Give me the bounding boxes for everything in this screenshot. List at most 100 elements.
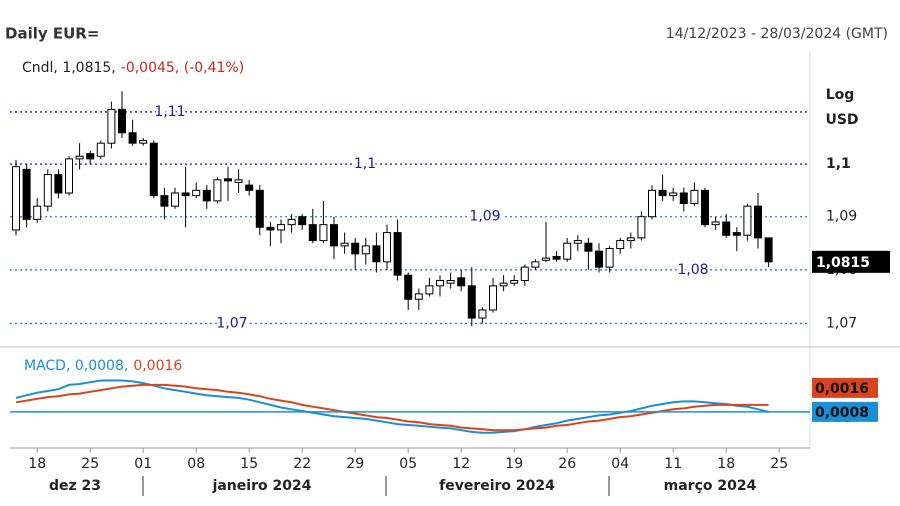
grid-label: 1,1 [354,156,376,172]
candle-body [287,218,296,226]
candle-body [648,189,656,218]
candle-body [65,158,73,194]
scale-label: Log [826,87,855,103]
candle-body [361,245,370,255]
candle-body [414,293,423,300]
month-label: janeiro 2024 [212,478,312,494]
macd-legend-signal: 0,0016 [133,358,182,374]
grid-label: 1,08 [677,262,708,278]
candle-body [160,195,169,207]
macd-tag-label: 0,0008 [815,405,869,421]
candle-body [234,179,243,183]
candle-body [33,205,42,220]
y-tick-label: 1,07 [826,315,857,331]
x-tick-label: 25 [81,456,99,472]
candle-body [436,280,444,287]
x-tick-label: 05 [399,456,417,472]
x-tick-label: 25 [770,456,788,472]
candle-body [637,216,646,239]
x-tick-label: 12 [452,456,470,472]
candle-body [478,309,487,319]
legend-change: -0,0045, (-0,41%) [121,60,244,76]
y-tick-label: 1,1 [826,156,851,172]
candle-body [128,132,137,144]
candle-body [743,205,752,236]
candle-body [616,240,625,250]
candle-body [457,277,466,287]
candle-body [690,189,699,205]
candle-body [139,140,148,144]
x-tick-label: 08 [187,456,205,472]
candle-body [202,189,211,202]
candle-body [467,285,476,319]
x-tick-label: 18 [28,456,46,472]
candle-body [510,280,519,284]
candle-body [255,189,264,228]
candle-body [658,189,667,197]
last-price-label: 1,0815 [816,255,870,271]
candle-body [22,168,31,220]
candle-body [308,224,317,242]
legend-value: Cndl, 1,0815, [22,60,116,76]
month-label: fevereiro 2024 [439,478,555,494]
macd-legend-macd: MACD, 0,0008, [24,358,128,374]
candle-body [531,261,540,268]
last-price-tag [812,250,890,273]
candle-body [404,274,413,300]
candle-body [383,232,391,263]
candle-body [595,250,603,268]
grid-label: 1,07 [216,315,247,331]
candle-body [711,221,720,226]
candle-body [446,280,455,284]
candle-body [425,285,434,295]
candle-body [605,248,614,268]
candle-body [330,224,338,247]
candle-body [701,189,709,226]
candle-body [520,266,529,282]
x-tick-label: 01 [134,456,152,472]
candle-body [224,178,232,182]
candle-body [563,242,572,260]
candle-body [245,184,254,191]
candle-body [722,221,731,236]
candle-body [277,224,285,231]
candle-body [372,245,381,263]
x-tick-label: 26 [558,456,576,472]
candle-body [732,232,741,236]
candle-body [351,242,360,255]
candle-body [489,285,497,311]
candle-body [12,166,20,231]
candle-body [584,242,593,252]
grid-label: 1,09 [469,209,500,225]
macd-tag-label: 0,0016 [815,381,869,397]
grid-label: 1,11 [154,104,185,120]
candle-body [393,232,402,276]
y-tick-label: 1,09 [826,209,857,225]
x-tick-label: 18 [717,456,735,472]
month-label: março 2024 [664,478,757,494]
candle-body [340,242,349,247]
candle-body [118,108,126,134]
x-tick-label: 04 [611,456,629,472]
candle-body [266,226,275,231]
candle-body [149,142,158,197]
macd-tag [812,377,878,398]
candle-body [573,240,582,244]
month-label: dez 23 [49,478,101,494]
x-tick-label: 22 [293,456,311,472]
candle-body [43,174,52,207]
candle-body [319,224,328,242]
candle-body [542,257,550,261]
candle-body [298,216,307,226]
candle-body [75,155,84,160]
candle-body [754,205,762,239]
y-axis-label: USD [825,112,858,128]
candle-body [679,192,688,205]
candle-body [669,192,678,197]
candle-body [552,255,561,260]
candle-body [171,192,179,207]
candle-body [499,282,508,287]
macd-line [15,379,769,434]
legend: Cndl, 1,0815, -0,0045, (-0,41%) [22,60,244,76]
